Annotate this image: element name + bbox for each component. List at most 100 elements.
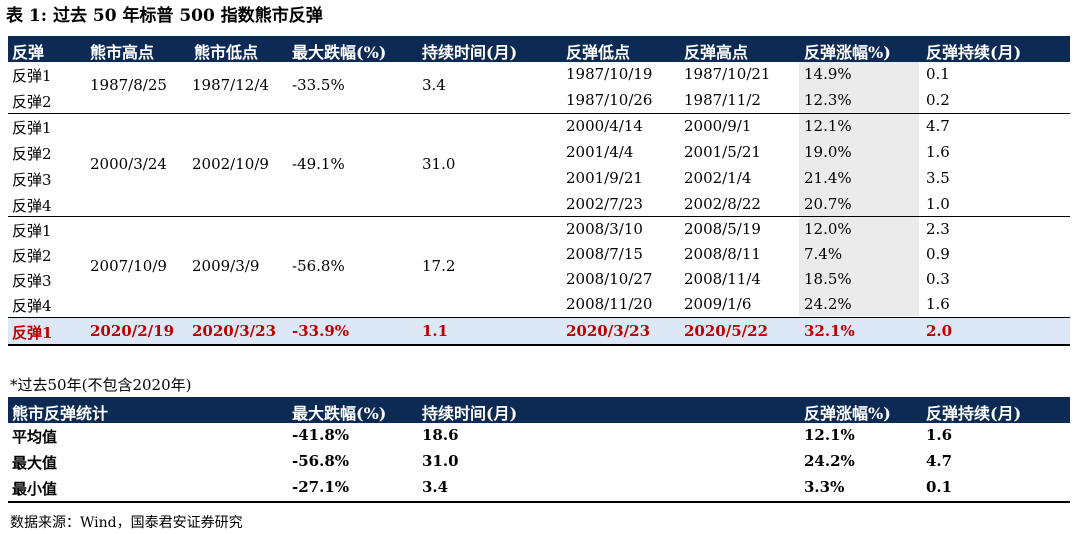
max-drop: -27.1% (292, 478, 350, 496)
rebound-low: 2002/7/23 (566, 195, 643, 213)
header-bear-low: 熊市低点 (194, 43, 259, 62)
rebound-low: 2001/4/4 (566, 143, 634, 161)
bear-high: 2007/10/9 (90, 257, 167, 275)
rebound-gain: 24.2% (804, 295, 852, 313)
table-row: 反弹1 1987/10/19 1987/10/21 14.9% 0.1 (8, 62, 1070, 88)
rebound-low: 1987/10/19 (566, 65, 653, 83)
bear-high: 2020/2/19 (90, 322, 175, 340)
rebound-months: 4.7 (926, 117, 950, 135)
rebound-gain: 12.0% (804, 220, 852, 238)
duration: 31.0 (422, 452, 459, 470)
rebound-label: 反弹4 (12, 297, 52, 315)
rebound-label: 反弹1 (12, 119, 52, 137)
rebound-high: 1987/10/21 (684, 65, 771, 83)
stats-label: 平均值 (12, 428, 58, 446)
stats-row: 最大值 -56.8% 31.0 24.2% 4.7 (8, 449, 1070, 475)
main-table-header: 反弹 熊市高点 熊市低点 最大跌幅(%) 持续时间(月) 反弹低点 反弹高点 反… (8, 36, 1070, 62)
stats-row: 平均值 -41.8% 18.6 12.1% 1.6 (8, 423, 1070, 449)
table-row: 反弹4 2002/7/23 2002/8/22 20.7% 1.0 (8, 192, 1070, 218)
current-rebound-row: 反弹1 2020/2/19 2020/3/23 -33.9% 1.1 2020/… (8, 319, 1070, 345)
header-bear-high: 熊市高点 (90, 43, 155, 62)
rebound-label: 反弹1 (12, 324, 53, 342)
header-duration: 持续时间(月) (422, 43, 518, 62)
rebound-gain: 12.1% (804, 117, 852, 135)
table-row: 反弹2 2008/7/15 2008/8/11 7.4% 0.9 (8, 242, 1070, 268)
rebound-high: 2008/11/4 (684, 270, 761, 288)
rebound-low: 2020/3/23 (566, 322, 651, 340)
rebound-gain: 12.1% (804, 426, 855, 444)
data-source: 数据来源：Wind，国泰君安证券研究 (10, 515, 243, 531)
rebound-months: 1.6 (926, 295, 950, 313)
stats-label: 最大值 (12, 454, 58, 472)
max-drop: -56.8% (292, 452, 350, 470)
rebound-months: 2.3 (926, 220, 950, 238)
stats-bottom-border (8, 501, 1070, 503)
header-rebound-months: 反弹持续(月) (926, 43, 1022, 62)
header-rebound-months: 反弹持续(月) (926, 404, 1022, 423)
rebound-months: 4.7 (926, 452, 953, 470)
table-row: 反弹3 2001/9/21 2002/1/4 21.4% 3.5 (8, 166, 1070, 192)
rebound-gain: 21.4% (804, 169, 852, 187)
header-max-drop: 最大跌幅(%) (292, 43, 387, 62)
duration: 31.0 (422, 155, 456, 173)
rebound-gain: 12.3% (804, 91, 852, 109)
rebound-gain: 18.5% (804, 270, 852, 288)
rebound-label: 反弹1 (12, 67, 52, 85)
rebound-low: 2001/9/21 (566, 169, 643, 187)
gain-column-shading (799, 62, 919, 316)
current-row-highlight (8, 318, 1070, 345)
rebound-months: 0.1 (926, 65, 950, 83)
group-divider (8, 216, 1070, 217)
header-rebound-low: 反弹低点 (566, 43, 631, 62)
rebound-high: 1987/11/2 (684, 91, 761, 109)
rebound-high: 2002/8/22 (684, 195, 761, 213)
rebound-low: 1987/10/26 (566, 91, 653, 109)
bear-low: 2020/3/23 (192, 322, 277, 340)
rebound-high: 2020/5/22 (684, 322, 769, 340)
header-rebound-high: 反弹高点 (684, 43, 749, 62)
rebound-months: 1.0 (926, 195, 950, 213)
rebound-months: 0.1 (926, 478, 953, 496)
max-drop: -56.8% (292, 257, 345, 275)
rebound-low: 2008/3/10 (566, 220, 643, 238)
rebound-label: 反弹4 (12, 197, 52, 215)
rebound-high: 2001/5/21 (684, 143, 761, 161)
header-duration: 持续时间(月) (422, 404, 518, 423)
rebound-months: 1.6 (926, 143, 950, 161)
duration: 3.4 (422, 76, 446, 94)
stats-row: 最小值 -27.1% 3.4 3.3% 0.1 (8, 475, 1070, 501)
table-row: 反弹2 2001/4/4 2001/5/21 19.0% 1.6 (8, 140, 1070, 166)
rebound-label: 反弹2 (12, 93, 52, 111)
header-rebound-gain: 反弹涨幅%) (804, 43, 891, 62)
bear-low: 2002/10/9 (192, 155, 269, 173)
rebound-months: 0.3 (926, 270, 950, 288)
rebound-gain: 24.2% (804, 452, 855, 470)
duration: 3.4 (422, 478, 449, 496)
bear-high: 1987/8/25 (90, 76, 167, 94)
rebound-label: 反弹1 (12, 222, 52, 240)
header-rebound-gain: 反弹涨幅%) (804, 404, 891, 423)
bear-low: 2009/3/9 (192, 257, 260, 275)
rebound-months: 0.9 (926, 245, 950, 263)
rebound-high: 2008/8/11 (684, 245, 761, 263)
rebound-gain: 19.0% (804, 143, 852, 161)
rebound-low: 2008/11/20 (566, 295, 653, 313)
rebound-months: 1.6 (926, 426, 953, 444)
duration: 1.1 (422, 322, 449, 340)
rebound-high: 2000/9/1 (684, 117, 752, 135)
group-divider (8, 317, 1070, 318)
header-rebound: 反弹 (12, 43, 45, 62)
bear-high: 2000/3/24 (90, 155, 167, 173)
group-divider (8, 113, 1070, 114)
rebound-label: 反弹3 (12, 272, 52, 290)
rebound-high: 2002/1/4 (684, 169, 752, 187)
rebound-gain: 14.9% (804, 65, 852, 83)
header-stats-label: 熊市反弹统计 (12, 404, 109, 423)
table-bottom-border (8, 344, 1070, 346)
rebound-low: 2000/4/14 (566, 117, 643, 135)
bear-low: 1987/12/4 (192, 76, 269, 94)
rebound-months: 0.2 (926, 91, 950, 109)
rebound-high: 2008/5/19 (684, 220, 761, 238)
rebound-months: 3.5 (926, 169, 950, 187)
table-row: 反弹2 1987/10/26 1987/11/2 12.3% 0.2 (8, 88, 1070, 114)
